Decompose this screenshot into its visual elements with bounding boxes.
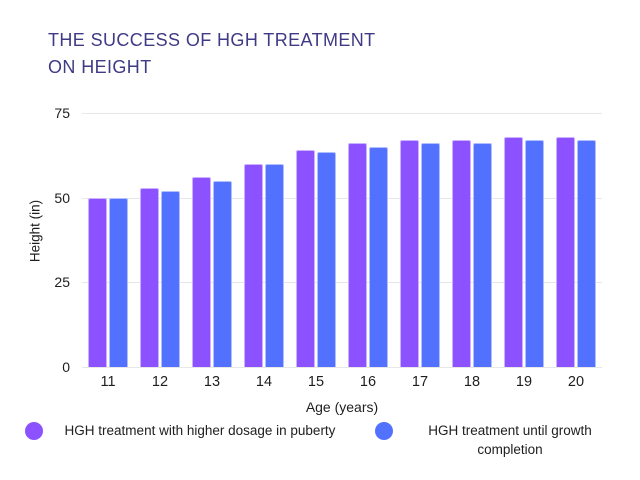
bar-blue-age-13: [213, 180, 232, 367]
y-tick-50: 50: [54, 189, 70, 206]
legend-label: HGH treatment until growth completion: [428, 423, 592, 457]
x-tick-17: 17: [411, 374, 429, 390]
bar-purple-age-20: [556, 136, 575, 367]
y-tick-25: 25: [54, 274, 70, 291]
bar-group-12: [134, 113, 186, 367]
bar-blue-age-17: [421, 143, 440, 367]
y-tick-0: 0: [62, 359, 70, 375]
gridline-25: [82, 282, 602, 284]
chart-title-line2: ON HEIGHT: [48, 57, 152, 77]
bar-purple-age-14: [244, 163, 263, 367]
bar-blue-age-18: [473, 143, 492, 367]
legend: HGH treatment with higher dosage in pube…: [0, 421, 640, 459]
bar-blue-age-14: [265, 163, 284, 367]
plot-area: [82, 113, 602, 368]
bar-group-14: [238, 113, 290, 367]
bar-group-20: [550, 113, 602, 367]
x-axis-title: Age (years): [305, 399, 379, 415]
legend-label: HGH treatment with higher dosage in pube…: [64, 423, 336, 438]
x-tick-13: 13: [203, 374, 221, 390]
bar-purple-age-15: [296, 150, 315, 367]
bar-blue-age-20: [577, 140, 596, 367]
legend-dot-icon: [25, 422, 43, 440]
bar-blue-age-16: [369, 146, 388, 367]
bar-group-16: [342, 113, 394, 367]
bar-group-13: [186, 113, 238, 367]
x-tick-labels: 11 12 13 14 15 16 17 18 19 20: [82, 374, 602, 390]
legend-item-1: HGH treatment until growth completion: [375, 421, 615, 459]
x-tick-15: 15: [307, 374, 325, 390]
chart-title: THE SUCCESS OF HGH TREATMENT ON HEIGHT: [48, 27, 376, 81]
legend-item-0: HGH treatment with higher dosage in pube…: [25, 421, 345, 459]
bar-purple-age-11: [88, 197, 107, 367]
bar-group-11: [82, 113, 134, 367]
gridline-50: [82, 197, 602, 199]
legend-dot-icon: [375, 422, 393, 440]
bar-blue-age-12: [161, 190, 180, 367]
x-tick-20: 20: [567, 374, 585, 390]
bar-blue-age-11: [109, 197, 128, 367]
bar-purple-age-16: [348, 143, 367, 367]
bar-purple-age-12: [140, 187, 159, 367]
y-tick-75: 75: [54, 105, 70, 121]
x-tick-19: 19: [515, 374, 533, 390]
bar-group-18: [446, 113, 498, 367]
gridline-0: [82, 367, 602, 368]
gridline-75: [82, 113, 602, 114]
bar-group-19: [498, 113, 550, 367]
x-tick-11: 11: [100, 374, 116, 390]
x-tick-12: 12: [151, 374, 169, 390]
bar-blue-age-19: [525, 140, 544, 367]
y-axis-title: Height (in): [27, 199, 43, 263]
bar-purple-age-19: [504, 136, 523, 367]
bar-group-15: [290, 113, 342, 367]
bar-purple-age-13: [192, 177, 211, 367]
bar-purple-age-18: [452, 140, 471, 367]
bar-group-17: [394, 113, 446, 367]
bar-blue-age-15: [317, 151, 336, 367]
chart-title-line1: THE SUCCESS OF HGH TREATMENT: [48, 30, 376, 50]
bar-purple-age-17: [400, 140, 419, 367]
x-tick-18: 18: [463, 374, 481, 390]
bar-groups: [82, 113, 602, 367]
x-tick-14: 14: [255, 374, 273, 390]
x-tick-16: 16: [359, 374, 377, 390]
